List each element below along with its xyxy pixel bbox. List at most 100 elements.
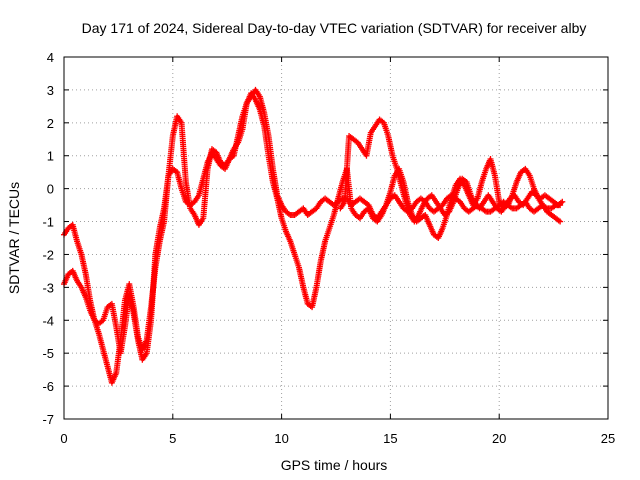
interpolated-point bbox=[253, 98, 263, 112]
interpolated-point bbox=[188, 199, 197, 207]
y-tick-label: 2 bbox=[47, 116, 54, 131]
interpolated-point bbox=[283, 230, 293, 243]
y-axis-label: SDTVAR / TECUs bbox=[6, 182, 22, 294]
interpolated-point bbox=[309, 286, 320, 309]
interpolated-point bbox=[552, 199, 560, 207]
interpolated-point bbox=[368, 124, 378, 135]
interpolated-point bbox=[78, 253, 89, 276]
interpolated-point bbox=[419, 196, 427, 204]
series-2 bbox=[61, 90, 564, 363]
data-points bbox=[61, 86, 566, 386]
interpolated-point bbox=[521, 197, 530, 207]
interpolated-point bbox=[349, 207, 358, 217]
grid bbox=[64, 57, 608, 419]
interpolated-point bbox=[152, 227, 163, 256]
interpolated-point bbox=[117, 325, 128, 355]
interpolated-point bbox=[392, 193, 402, 204]
interpolated-point bbox=[358, 196, 366, 204]
interpolated-point bbox=[512, 193, 521, 204]
interpolated-point bbox=[318, 240, 328, 263]
interpolated-point bbox=[427, 223, 437, 237]
interpolated-point bbox=[532, 206, 540, 214]
interpolated-point bbox=[341, 134, 352, 203]
interpolated-point bbox=[385, 134, 396, 157]
interpolated-point bbox=[545, 209, 553, 217]
interpolated-point bbox=[549, 203, 558, 211]
interpolated-point bbox=[536, 203, 545, 211]
axis-ticks: 0 5 10 15 20 25 -7 -6 -5 -4 -3 -2 -1 0 1 2 3 4 bbox=[42, 50, 615, 446]
interpolated-point bbox=[549, 213, 558, 221]
y-tick-label: 4 bbox=[47, 50, 54, 65]
x-tick-label: 0 bbox=[60, 431, 67, 446]
interpolated-point bbox=[438, 207, 447, 217]
interpolated-point bbox=[397, 200, 406, 210]
interpolated-point bbox=[231, 134, 241, 157]
chart-title: Day 171 of 2024, Sidereal Day-to-day VTE… bbox=[82, 20, 587, 36]
interpolated-point bbox=[227, 153, 236, 161]
interpolated-point bbox=[499, 203, 508, 214]
interpolated-point bbox=[525, 190, 534, 200]
interpolated-point bbox=[323, 196, 332, 204]
interpolated-point bbox=[443, 209, 451, 217]
interpolated-point bbox=[422, 213, 432, 227]
data-point bbox=[557, 218, 564, 225]
interpolated-point bbox=[554, 216, 562, 224]
interpolated-point bbox=[490, 200, 499, 210]
interpolated-point bbox=[61, 272, 71, 286]
interpolated-point bbox=[538, 193, 547, 201]
interpolated-point bbox=[253, 88, 262, 98]
interpolated-point bbox=[401, 206, 410, 214]
interpolated-point bbox=[460, 176, 469, 184]
interpolated-point bbox=[261, 125, 272, 157]
interpolated-point bbox=[377, 117, 386, 125]
interpolated-point bbox=[313, 259, 324, 289]
series-3 bbox=[337, 116, 566, 225]
interpolated-point bbox=[429, 193, 439, 204]
interpolated-point bbox=[458, 200, 467, 210]
interpolated-point bbox=[480, 206, 488, 214]
interpolated-point bbox=[528, 206, 536, 214]
interpolated-point bbox=[157, 207, 167, 230]
interpolated-point bbox=[523, 167, 532, 177]
y-tick-label: -5 bbox=[42, 346, 54, 361]
y-tick-label: -3 bbox=[42, 280, 54, 295]
interpolated-point bbox=[83, 273, 93, 302]
interpolated-point bbox=[354, 213, 362, 221]
interpolated-point bbox=[471, 203, 479, 211]
interpolated-point bbox=[414, 196, 423, 204]
interpolated-point bbox=[75, 279, 84, 289]
interpolated-point bbox=[175, 114, 184, 125]
interpolated-point bbox=[265, 154, 276, 184]
interpolated-point bbox=[412, 213, 421, 223]
interpolated-point bbox=[432, 206, 440, 214]
interpolated-point bbox=[192, 193, 201, 204]
interpolated-point bbox=[178, 121, 189, 184]
interpolated-point bbox=[109, 302, 119, 328]
interpolated-point bbox=[358, 210, 367, 220]
interpolated-point bbox=[371, 216, 379, 224]
interpolated-point bbox=[222, 157, 232, 171]
interpolated-point bbox=[210, 147, 218, 155]
interpolated-point bbox=[467, 206, 475, 214]
interpolated-point bbox=[468, 193, 478, 207]
interpolated-point bbox=[514, 170, 524, 184]
y-tick-label: 1 bbox=[47, 149, 54, 164]
interpolated-point bbox=[235, 115, 246, 138]
interpolated-point bbox=[482, 193, 491, 204]
interpolated-point bbox=[87, 309, 97, 322]
interpolated-point bbox=[530, 190, 538, 198]
interpolated-point bbox=[454, 196, 462, 204]
interpolated-point bbox=[543, 193, 551, 201]
interpolated-point bbox=[363, 131, 374, 157]
interpolated-point bbox=[301, 207, 310, 217]
interpolated-point bbox=[219, 163, 227, 171]
interpolated-point bbox=[62, 226, 71, 237]
interpolated-point bbox=[105, 301, 114, 310]
interpolated-point bbox=[249, 91, 258, 102]
interpolated-point bbox=[534, 193, 543, 201]
y-tick-label: -4 bbox=[42, 313, 54, 328]
interpolated-point bbox=[171, 166, 179, 175]
x-tick-label: 25 bbox=[601, 431, 615, 446]
